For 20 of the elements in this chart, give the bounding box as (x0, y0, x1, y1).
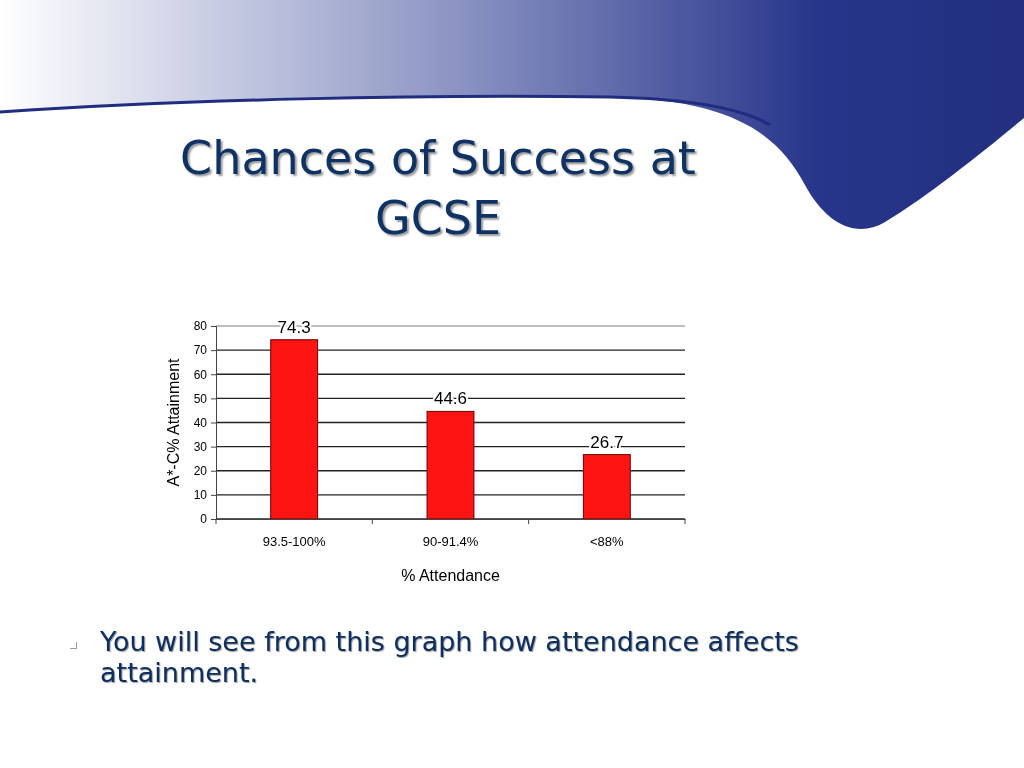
bar (426, 410, 475, 520)
text: You will see from this graph how attendance affects attainment. (100, 626, 799, 688)
y-tick-label: 80 (193, 319, 208, 334)
bar (582, 454, 631, 520)
x-tick-label: 90-91.4% (422, 534, 479, 550)
y-tick-label: 20 (193, 464, 208, 479)
y-axis-title: A*-C% Attainment (165, 357, 182, 487)
y-tick-label: 30 (193, 439, 208, 454)
y-tick-label: 70 (193, 343, 208, 358)
y-tick-label: 0 (200, 512, 208, 527)
x-tick-label: 93.5-100% (262, 534, 327, 550)
x-tick-label: <88% (590, 534, 625, 550)
y-tick-label: 50 (193, 391, 208, 406)
data-label: 74.3 (277, 317, 311, 337)
y-tick-label: 60 (193, 367, 208, 382)
y-tick-label: 40 (193, 415, 208, 430)
x-axis-title: % Attendance (401, 567, 500, 584)
bar (270, 339, 319, 520)
y-tick-label: 10 (193, 488, 208, 503)
chart-title: Chances of Success at GCSE (179, 130, 697, 247)
